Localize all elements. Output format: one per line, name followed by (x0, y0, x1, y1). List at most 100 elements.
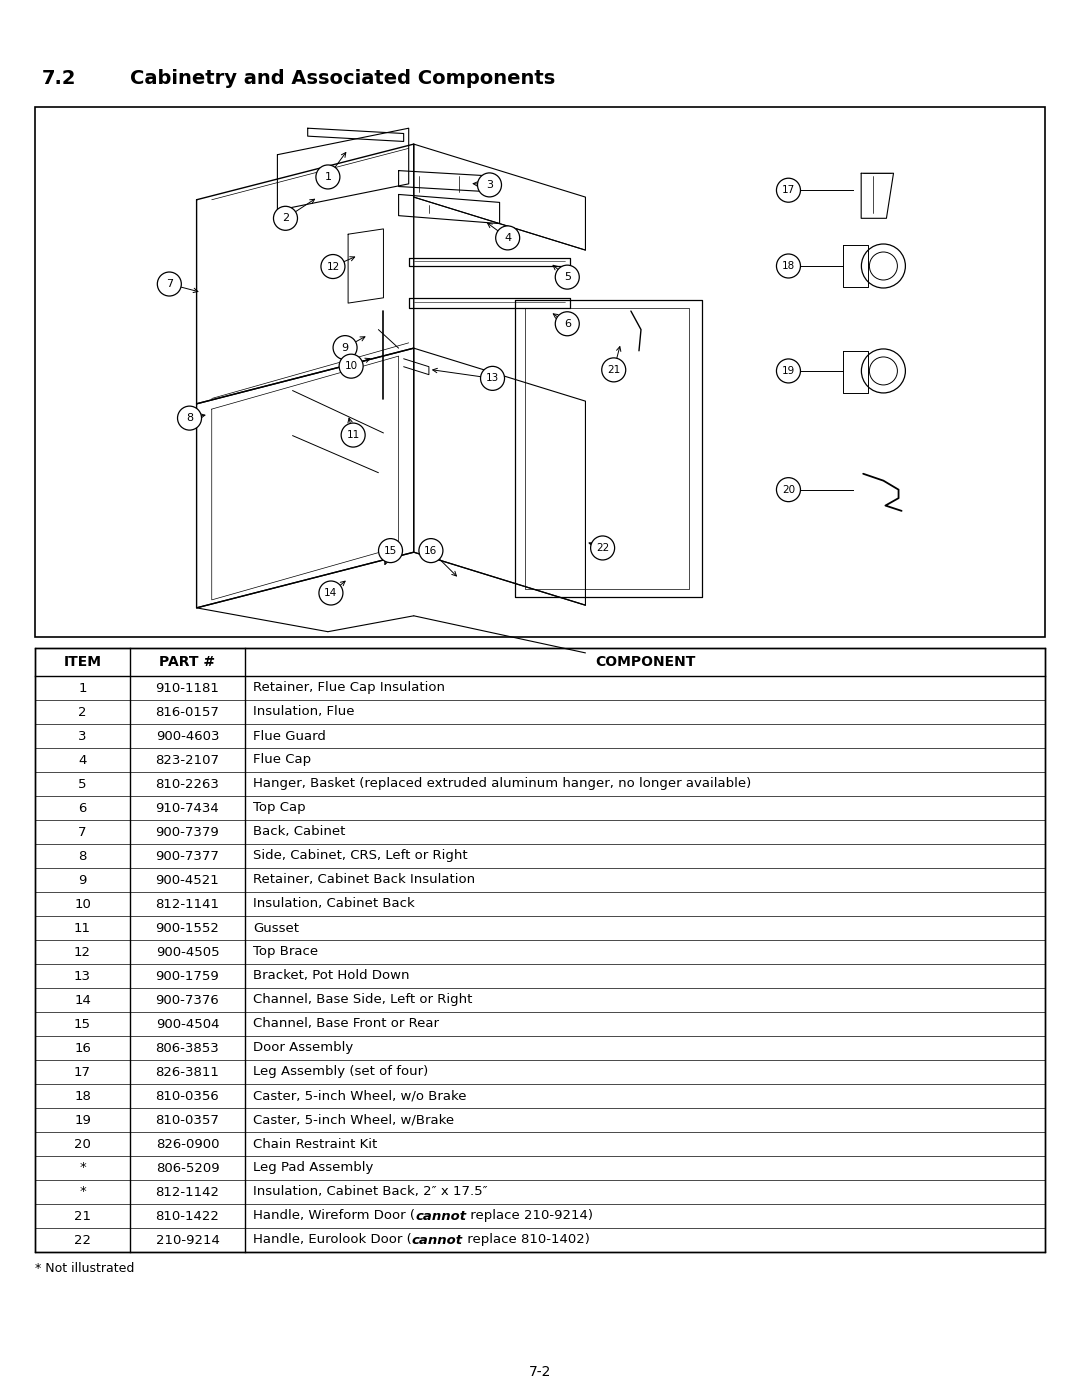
Text: 1: 1 (78, 682, 86, 694)
Text: 12: 12 (75, 946, 91, 958)
Circle shape (591, 536, 615, 560)
Text: Gusset: Gusset (253, 922, 299, 935)
Text: 816-0157: 816-0157 (156, 705, 219, 718)
Text: Top Brace: Top Brace (253, 946, 319, 958)
Text: 900-7377: 900-7377 (156, 849, 219, 862)
Text: 11: 11 (347, 430, 360, 440)
Text: 13: 13 (75, 970, 91, 982)
Bar (35, 108, 1045, 637)
Text: 5: 5 (78, 778, 86, 791)
Text: 19: 19 (782, 366, 795, 376)
Text: Flue Cap: Flue Cap (253, 753, 311, 767)
Circle shape (481, 366, 504, 390)
Text: Handle, Wireform Door (: Handle, Wireform Door ( (253, 1210, 415, 1222)
Circle shape (862, 349, 905, 393)
Text: 15: 15 (75, 1017, 91, 1031)
Text: 810-0357: 810-0357 (156, 1113, 219, 1126)
Text: PART #: PART # (160, 655, 216, 669)
Text: 910-1181: 910-1181 (156, 682, 219, 694)
Circle shape (177, 407, 202, 430)
Circle shape (777, 478, 800, 502)
Text: 810-1422: 810-1422 (156, 1210, 219, 1222)
Circle shape (777, 179, 800, 203)
Text: 4: 4 (79, 753, 86, 767)
Text: 20: 20 (782, 485, 795, 495)
Circle shape (555, 312, 579, 335)
Text: 900-4603: 900-4603 (156, 729, 219, 742)
Text: 21: 21 (75, 1210, 91, 1222)
Text: Back, Cabinet: Back, Cabinet (253, 826, 346, 838)
Text: 900-1552: 900-1552 (156, 922, 219, 935)
Text: 900-4521: 900-4521 (156, 873, 219, 887)
Text: 812-1141: 812-1141 (156, 897, 219, 911)
Text: 7: 7 (165, 279, 173, 289)
Text: 900-7379: 900-7379 (156, 826, 219, 838)
Text: 17: 17 (782, 186, 795, 196)
Text: Retainer, Flue Cap Insulation: Retainer, Flue Cap Insulation (253, 682, 445, 694)
Text: replace 810-1402): replace 810-1402) (463, 1234, 590, 1246)
Text: Bracket, Pot Hold Down: Bracket, Pot Hold Down (253, 970, 409, 982)
Text: 2: 2 (282, 214, 289, 224)
Circle shape (602, 358, 625, 381)
Text: Cabinetry and Associated Components: Cabinetry and Associated Components (130, 68, 555, 88)
Circle shape (555, 265, 579, 289)
Text: 16: 16 (424, 546, 437, 556)
Text: 810-2263: 810-2263 (156, 778, 219, 791)
Text: 7.2: 7.2 (42, 68, 77, 88)
Text: 3: 3 (78, 729, 86, 742)
Text: 910-7434: 910-7434 (156, 802, 219, 814)
Text: 8: 8 (186, 414, 193, 423)
Text: 9: 9 (341, 342, 349, 352)
Text: 6: 6 (564, 319, 570, 328)
Bar (35, 648, 1045, 1252)
Text: 17: 17 (75, 1066, 91, 1078)
Text: Flue Guard: Flue Guard (253, 729, 326, 742)
Circle shape (496, 226, 519, 250)
Text: Insulation, Cabinet Back: Insulation, Cabinet Back (253, 897, 415, 911)
Text: 11: 11 (75, 922, 91, 935)
Text: 806-5209: 806-5209 (156, 1161, 219, 1175)
Text: 15: 15 (383, 546, 397, 556)
Text: COMPONENT: COMPONENT (595, 655, 696, 669)
Text: 19: 19 (75, 1113, 91, 1126)
Text: 14: 14 (324, 588, 338, 598)
Circle shape (869, 358, 897, 386)
Text: *: * (79, 1186, 86, 1199)
Circle shape (319, 581, 343, 605)
Text: 900-1759: 900-1759 (156, 970, 219, 982)
Text: 10: 10 (345, 362, 357, 372)
Text: 2: 2 (78, 705, 86, 718)
Text: Insulation, Cabinet Back, 2″ x 17.5″: Insulation, Cabinet Back, 2″ x 17.5″ (253, 1186, 488, 1199)
Text: Hanger, Basket (replaced extruded aluminum hanger, no longer available): Hanger, Basket (replaced extruded alumin… (253, 778, 752, 791)
Text: 7: 7 (78, 826, 86, 838)
Text: 3: 3 (486, 180, 492, 190)
Circle shape (777, 359, 800, 383)
Text: Retainer, Cabinet Back Insulation: Retainer, Cabinet Back Insulation (253, 873, 475, 887)
Text: 21: 21 (607, 365, 620, 374)
Text: Door Assembly: Door Assembly (253, 1042, 353, 1055)
Text: 826-0900: 826-0900 (156, 1137, 219, 1151)
Text: 22: 22 (75, 1234, 91, 1246)
Text: 20: 20 (75, 1137, 91, 1151)
Text: Leg Assembly (set of four): Leg Assembly (set of four) (253, 1066, 429, 1078)
Text: 900-7376: 900-7376 (156, 993, 219, 1006)
Text: Leg Pad Assembly: Leg Pad Assembly (253, 1161, 374, 1175)
Text: 18: 18 (75, 1090, 91, 1102)
Text: Chain Restraint Kit: Chain Restraint Kit (253, 1137, 377, 1151)
Circle shape (869, 251, 897, 279)
Text: 9: 9 (79, 873, 86, 887)
Circle shape (378, 539, 403, 563)
Text: 823-2107: 823-2107 (156, 753, 219, 767)
Text: * Not illustrated: * Not illustrated (35, 1261, 134, 1275)
Circle shape (419, 539, 443, 563)
Text: Channel, Base Side, Left or Right: Channel, Base Side, Left or Right (253, 993, 472, 1006)
Text: replace 210-9214): replace 210-9214) (467, 1210, 593, 1222)
Text: 5: 5 (564, 272, 570, 282)
Text: 806-3853: 806-3853 (156, 1042, 219, 1055)
Text: cannot: cannot (411, 1234, 463, 1246)
Text: 900-4505: 900-4505 (156, 946, 219, 958)
Text: 1: 1 (324, 172, 332, 182)
Circle shape (339, 355, 363, 379)
Text: cannot: cannot (415, 1210, 467, 1222)
Text: 16: 16 (75, 1042, 91, 1055)
